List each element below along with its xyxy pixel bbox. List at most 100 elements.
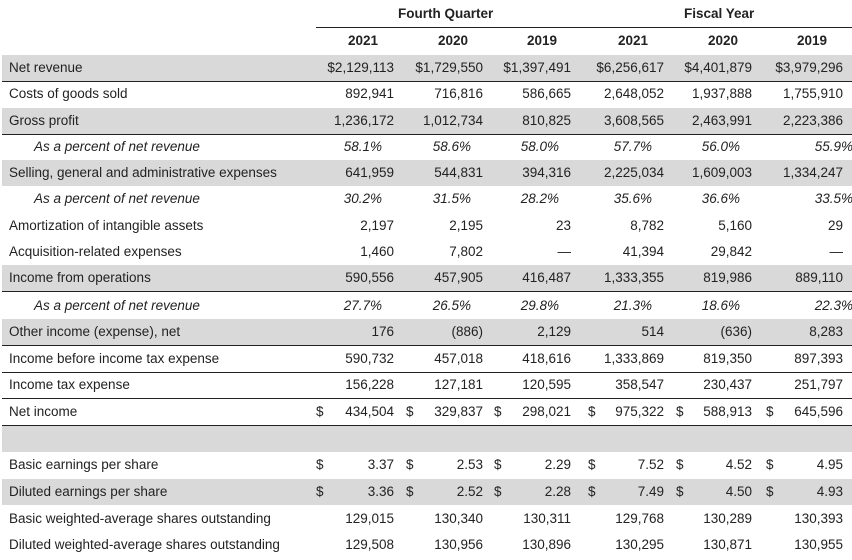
table-cell: 4.52 xyxy=(725,457,752,472)
table-cell: 1,333,355 xyxy=(603,270,664,285)
table-cell: 130,393 xyxy=(794,511,843,526)
table-cell: 416,487 xyxy=(522,270,571,285)
table-row: Costs of goods sold 892,941 716,816 586,665… xyxy=(2,81,852,107)
row-label: Income tax expense xyxy=(9,377,130,392)
table-cell: 129,768 xyxy=(615,511,664,526)
table-cell: 58.0% xyxy=(520,139,559,154)
table-cell: 641,959 xyxy=(345,165,394,180)
table-row: Income before income tax expense 590,732 4… xyxy=(2,346,852,373)
row-label: Diluted earnings per share xyxy=(9,484,168,499)
row-label: Income from operations xyxy=(9,270,151,285)
table-cell: 41,394 xyxy=(622,244,664,259)
year-header-1: 2020 xyxy=(437,33,468,48)
table-cell: 251,797 xyxy=(794,377,843,392)
currency-symbol: $ xyxy=(494,404,502,419)
table-row: Selling, general and administrative expe… xyxy=(2,160,852,186)
currency-symbol: $ xyxy=(316,404,324,419)
row-label: As a percent of net revenue xyxy=(34,191,200,206)
table-cell: 7.52 xyxy=(637,457,664,472)
table-cell: 4.95 xyxy=(816,457,843,472)
table-cell: 130,871 xyxy=(703,537,752,552)
table-cell: 33.5% xyxy=(814,191,852,206)
table-cell: 130,896 xyxy=(522,537,571,552)
currency-symbol: $ xyxy=(316,484,324,499)
table-cell: 588,913 xyxy=(703,404,752,419)
table-cell: 358,547 xyxy=(615,377,664,392)
table-cell: 975,322 xyxy=(615,404,664,419)
table-cell: 819,350 xyxy=(703,351,752,366)
table-cell: $3,979,296 xyxy=(775,60,843,75)
year-header-3: 2021 xyxy=(617,33,648,48)
row-label: Selling, general and administrative expe… xyxy=(9,165,277,180)
currency-symbol: $ xyxy=(316,457,324,472)
currency-symbol: $ xyxy=(588,484,596,499)
table-cell: 434,504 xyxy=(345,404,394,419)
table-cell: 2.52 xyxy=(456,484,483,499)
table-cell: 129,508 xyxy=(345,537,394,552)
table-cell: 2,463,991 xyxy=(691,113,752,128)
table-cell: 590,556 xyxy=(345,270,394,285)
table-row: Basic earnings per share $3.37 $2.53 $2.29 $… xyxy=(2,452,852,478)
table-row: Acquisition-related expenses 1,460 7,802 — 4… xyxy=(2,239,852,266)
table-cell: 5,160 xyxy=(718,218,752,233)
table-cell: 2,223,386 xyxy=(782,113,843,128)
table-cell: $1,729,550 xyxy=(415,60,483,75)
table-cell: 3,608,565 xyxy=(603,113,664,128)
table-cell: — xyxy=(557,244,572,259)
table-cell: 130,311 xyxy=(523,511,571,526)
row-label: Diluted weighted-average shares outstand… xyxy=(9,537,280,552)
table-cell: 30.2% xyxy=(343,191,382,206)
table-cell: 58.6% xyxy=(432,139,471,154)
table-row: Amortization of intangible assets 2,197 2,… xyxy=(2,213,852,239)
fourth-quarter-header: Fourth Quarter xyxy=(398,6,494,21)
table-cell: 1,460 xyxy=(360,244,394,259)
table-row: Net revenue $2,129,113 $1,729,550 $1,397,49… xyxy=(2,55,852,82)
table-cell: 129,015 xyxy=(345,511,394,526)
table-cell: 298,021 xyxy=(522,404,571,419)
table-cell: 1,236,172 xyxy=(333,113,394,128)
table-cell: 22.3% xyxy=(814,298,852,313)
table-cell: 3.37 xyxy=(367,457,394,472)
table-cell: 58.1% xyxy=(343,139,382,154)
row-label: Amortization of intangible assets xyxy=(9,218,204,233)
table-cell: 176 xyxy=(371,324,394,339)
table-cell: 2,225,034 xyxy=(603,165,664,180)
table-row: Net income $434,504 $329,837 $298,021 $975,3… xyxy=(2,399,852,426)
table-cell: 31.5% xyxy=(432,191,471,206)
currency-symbol: $ xyxy=(766,404,774,419)
table-cell: 130,289 xyxy=(703,511,752,526)
table-cell: 3.36 xyxy=(367,484,394,499)
table-row: As a percent of net revenue 58.1% 58.6% 58.… xyxy=(2,134,852,160)
currency-symbol: $ xyxy=(766,457,774,472)
table-cell: 514 xyxy=(641,324,664,339)
year-header-2: 2019 xyxy=(526,33,557,48)
header-rule-top xyxy=(316,27,852,28)
row-label: Other income (expense), net xyxy=(9,324,181,339)
table-cell: 130,340 xyxy=(434,511,483,526)
table-cell: 2,648,052 xyxy=(603,86,664,101)
table-cell: 2.28 xyxy=(544,484,571,499)
row-label: Acquisition-related expenses xyxy=(9,244,182,259)
table-cell: 56.0% xyxy=(701,139,740,154)
table-cell: 130,955 xyxy=(794,537,843,552)
currency-symbol: $ xyxy=(588,457,596,472)
row-label: Net revenue xyxy=(9,60,83,75)
table-cell: 55.9% xyxy=(814,139,852,154)
table-row: Income tax expense 156,228 127,181 120,595 3… xyxy=(2,372,852,399)
row-label: Costs of goods sold xyxy=(9,86,128,101)
table-cell: 18.6% xyxy=(701,298,740,313)
row-label: Basic weighted-average shares outstandin… xyxy=(9,511,271,526)
table-cell: 1,333,869 xyxy=(603,351,664,366)
table-row: Other income (expense), net 176 (886) 2,129… xyxy=(2,319,852,346)
year-header-0: 2021 xyxy=(347,33,378,48)
table-cell: 57.7% xyxy=(613,139,652,154)
table-cell: 645,596 xyxy=(794,404,843,419)
table-cell: 7,802 xyxy=(449,244,483,259)
year-header-5: 2019 xyxy=(796,33,827,48)
table-cell: 897,393 xyxy=(794,351,843,366)
fiscal-year-header: Fiscal Year xyxy=(684,6,755,21)
table-row xyxy=(2,426,852,452)
table-cell: 7.49 xyxy=(637,484,664,499)
currency-symbol: $ xyxy=(588,404,596,419)
table-cell: 8,283 xyxy=(809,324,843,339)
